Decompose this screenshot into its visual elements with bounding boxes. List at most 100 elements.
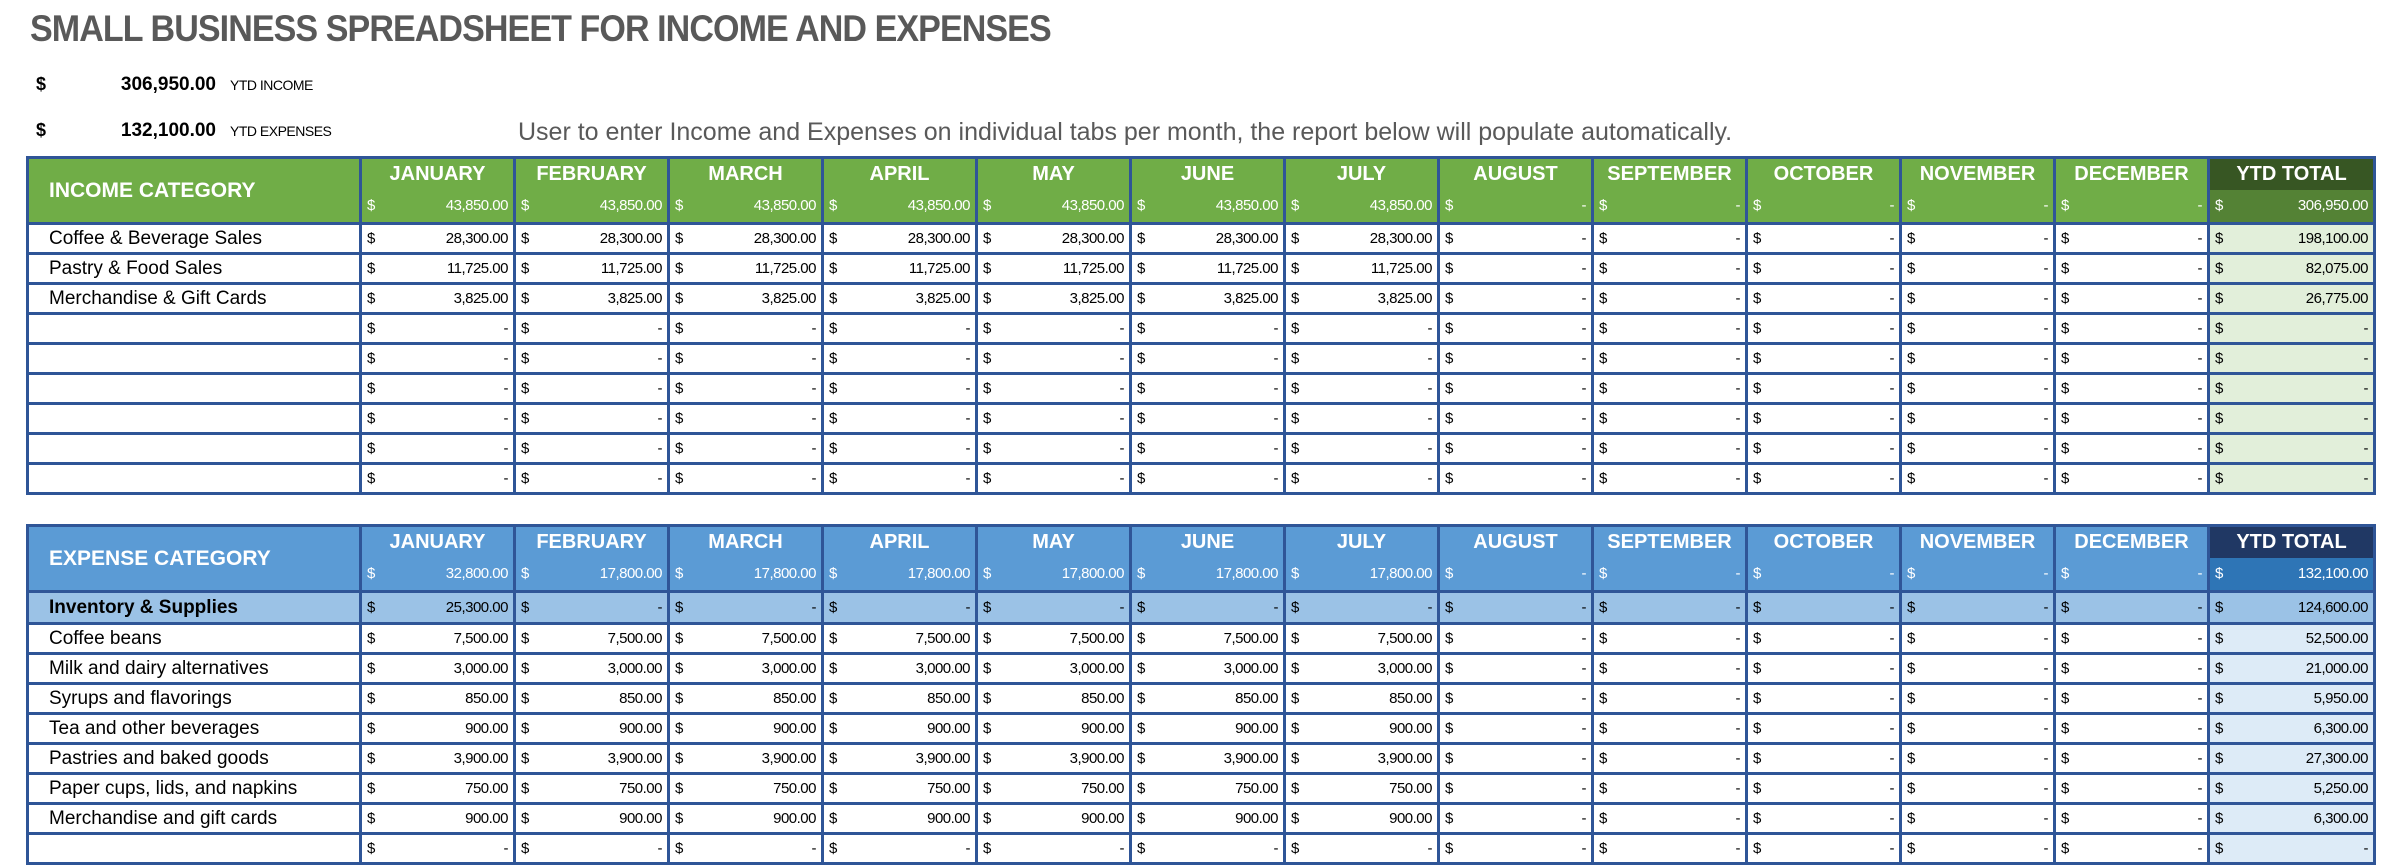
value-cell[interactable]: $ -: [821, 832, 978, 865]
month-total-cell[interactable]: $43,850.00: [1129, 189, 1286, 225]
value-cell[interactable]: $ -: [1745, 622, 1902, 655]
month-header-january[interactable]: JANUARY: [359, 156, 516, 190]
value-cell[interactable]: $ -: [1591, 282, 1748, 315]
category-label[interactable]: [26, 832, 362, 865]
value-cell[interactable]: $ -: [1745, 252, 1902, 285]
category-label[interactable]: [26, 462, 362, 495]
value-cell[interactable]: $ -: [1129, 312, 1286, 345]
category-label[interactable]: Syrups and flavorings: [26, 682, 362, 715]
value-cell[interactable]: $ -: [1437, 742, 1594, 775]
value-cell[interactable]: $ -: [1745, 682, 1902, 715]
value-cell[interactable]: $ -: [1899, 252, 2056, 285]
value-cell[interactable]: $ -: [1437, 622, 1594, 655]
value-cell[interactable]: $ -: [1437, 402, 1594, 435]
ytd-cell[interactable]: $26,775.00: [2207, 282, 2376, 315]
value-cell[interactable]: $ -: [667, 432, 824, 465]
value-cell[interactable]: $750.00: [1283, 772, 1440, 805]
category-label[interactable]: [26, 402, 362, 435]
ytd-cell[interactable]: $ -: [2207, 402, 2376, 435]
value-cell[interactable]: $ -: [2053, 772, 2210, 805]
value-cell[interactable]: $ -: [359, 462, 516, 495]
value-cell[interactable]: $ -: [1591, 742, 1748, 775]
value-cell[interactable]: $3,000.00: [821, 652, 978, 685]
value-cell[interactable]: $850.00: [821, 682, 978, 715]
value-cell[interactable]: $ -: [1745, 462, 1902, 495]
value-cell[interactable]: $ -: [821, 590, 978, 625]
ytd-cell[interactable]: $6,300.00: [2207, 802, 2376, 835]
category-label[interactable]: Coffee beans: [26, 622, 362, 655]
month-header-september[interactable]: SEPTEMBER: [1591, 524, 1748, 558]
category-label[interactable]: Paper cups, lids, and napkins: [26, 772, 362, 805]
value-cell[interactable]: $7,500.00: [821, 622, 978, 655]
value-cell[interactable]: $850.00: [1283, 682, 1440, 715]
value-cell[interactable]: $900.00: [975, 802, 1132, 835]
value-cell[interactable]: $ -: [1899, 832, 2056, 865]
value-cell[interactable]: $ -: [1591, 652, 1748, 685]
value-cell[interactable]: $850.00: [667, 682, 824, 715]
value-cell[interactable]: $750.00: [667, 772, 824, 805]
value-cell[interactable]: $ -: [513, 462, 670, 495]
value-cell[interactable]: $ -: [2053, 342, 2210, 375]
value-cell[interactable]: $850.00: [513, 682, 670, 715]
value-cell[interactable]: $ -: [667, 832, 824, 865]
value-cell[interactable]: $ -: [1129, 432, 1286, 465]
value-cell[interactable]: $ -: [1899, 432, 2056, 465]
month-header-december[interactable]: DECEMBER: [2053, 156, 2210, 190]
value-cell[interactable]: $3,825.00: [1283, 282, 1440, 315]
ytd-cell[interactable]: $27,300.00: [2207, 742, 2376, 775]
value-cell[interactable]: $850.00: [359, 682, 516, 715]
value-cell[interactable]: $25,300.00: [359, 590, 516, 625]
category-label[interactable]: Pastry & Food Sales: [26, 252, 362, 285]
value-cell[interactable]: $3,000.00: [359, 652, 516, 685]
value-cell[interactable]: $ -: [1899, 282, 2056, 315]
value-cell[interactable]: $ -: [2053, 372, 2210, 405]
value-cell[interactable]: $ -: [1899, 222, 2056, 255]
month-header-november[interactable]: NOVEMBER: [1899, 156, 2056, 190]
ytd-cell[interactable]: $52,500.00: [2207, 622, 2376, 655]
value-cell[interactable]: $7,500.00: [1283, 622, 1440, 655]
value-cell[interactable]: $ -: [1129, 832, 1286, 865]
value-cell[interactable]: $ -: [821, 402, 978, 435]
value-cell[interactable]: $ -: [975, 832, 1132, 865]
ytd-cell[interactable]: $ -: [2207, 832, 2376, 865]
value-cell[interactable]: $ -: [1129, 402, 1286, 435]
value-cell[interactable]: $ -: [1437, 372, 1594, 405]
value-cell[interactable]: $ -: [1899, 682, 2056, 715]
month-total-cell[interactable]: $43,850.00: [359, 189, 516, 225]
value-cell[interactable]: $900.00: [359, 712, 516, 745]
value-cell[interactable]: $900.00: [975, 712, 1132, 745]
value-cell[interactable]: $ -: [2053, 222, 2210, 255]
value-cell[interactable]: $ -: [513, 402, 670, 435]
value-cell[interactable]: $ -: [1437, 590, 1594, 625]
value-cell[interactable]: $ -: [2053, 802, 2210, 835]
value-cell[interactable]: $ -: [1899, 622, 2056, 655]
value-cell[interactable]: $28,300.00: [1129, 222, 1286, 255]
value-cell[interactable]: $ -: [821, 462, 978, 495]
value-cell[interactable]: $3,825.00: [1129, 282, 1286, 315]
value-cell[interactable]: $ -: [1745, 402, 1902, 435]
value-cell[interactable]: $850.00: [975, 682, 1132, 715]
value-cell[interactable]: $7,500.00: [1129, 622, 1286, 655]
value-cell[interactable]: $ -: [513, 312, 670, 345]
value-cell[interactable]: $ -: [1437, 652, 1594, 685]
month-header-july[interactable]: JULY: [1283, 524, 1440, 558]
value-cell[interactable]: $ -: [2053, 402, 2210, 435]
ytd-cell[interactable]: $ -: [2207, 462, 2376, 495]
ytd-cell[interactable]: $124,600.00: [2207, 590, 2376, 625]
ytd-cell[interactable]: $21,000.00: [2207, 652, 2376, 685]
ytd-cell[interactable]: $5,250.00: [2207, 772, 2376, 805]
value-cell[interactable]: $ -: [1437, 462, 1594, 495]
ytd-grand-total-cell[interactable]: $132,100.00: [2207, 557, 2376, 593]
value-cell[interactable]: $ -: [2053, 682, 2210, 715]
value-cell[interactable]: $3,900.00: [821, 742, 978, 775]
month-total-cell[interactable]: $43,850.00: [513, 189, 670, 225]
month-header-october[interactable]: OCTOBER: [1745, 156, 1902, 190]
month-header-september[interactable]: SEPTEMBER: [1591, 156, 1748, 190]
value-cell[interactable]: $ -: [667, 312, 824, 345]
value-cell[interactable]: $ -: [2053, 432, 2210, 465]
value-cell[interactable]: $ -: [1283, 590, 1440, 625]
value-cell[interactable]: $ -: [1745, 802, 1902, 835]
month-total-cell[interactable]: $43,850.00: [975, 189, 1132, 225]
value-cell[interactable]: $3,900.00: [1283, 742, 1440, 775]
value-cell[interactable]: $ -: [513, 372, 670, 405]
